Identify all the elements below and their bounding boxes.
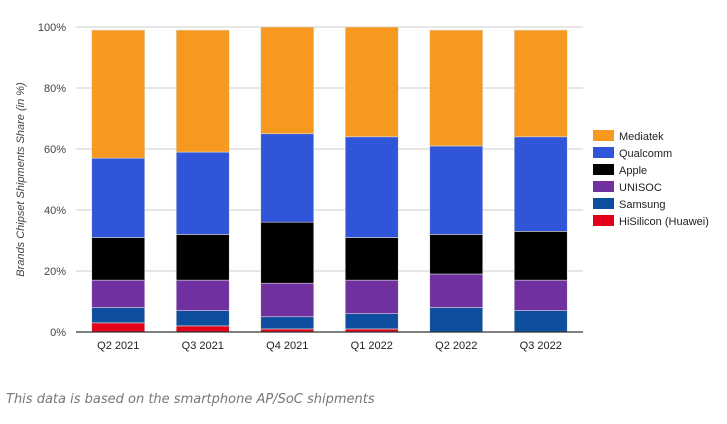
legend-swatch [593,215,614,226]
bar-segment-mediatek [429,29,484,147]
bar-segment-unisoc [175,279,230,311]
legend-label: UNISOC [619,182,662,194]
legend-label: Samsung [619,199,665,211]
bar-segment-qualcomm [175,151,230,235]
y-tick-label: 40% [44,205,66,217]
bar-segment-hisilicon-huawei- [91,322,146,333]
bar-segment-unisoc [344,279,399,314]
bar-segment-qualcomm [260,133,315,223]
x-tick-label: Q4 2021 [266,340,308,352]
bar-segment-samsung [260,316,315,330]
x-tick-label: Q2 2022 [435,340,477,352]
bar-segment-mediatek [260,26,315,135]
bar-segment-unisoc [513,279,568,311]
bar-segment-unisoc [260,282,315,318]
y-axis-label: Brands Chipset Shipments Share (in %) [15,82,27,277]
bar-segment-samsung [344,313,399,330]
bar-segment-qualcomm [91,157,146,238]
y-tick-label: 20% [44,266,66,278]
legend-label: HiSilicon (Huawei) [619,216,709,228]
bar-segment-hisilicon-huawei- [175,325,230,333]
bar-segment-apple [175,234,230,281]
legend-swatch [593,147,614,158]
bar-segment-apple [429,234,484,275]
bar-segment-mediatek [175,29,230,153]
x-tick-label: Q3 2021 [182,340,224,352]
bar-segment-samsung [429,307,484,333]
legend-label: Apple [619,165,647,177]
bar-segment-qualcomm [344,136,399,238]
x-tick-label: Q2 2021 [97,340,139,352]
bar-segment-mediatek [513,29,568,138]
y-tick-label: 0% [50,327,66,339]
bar-segment-qualcomm [429,145,484,235]
y-tick-label: 80% [44,83,66,95]
bar-segment-unisoc [91,279,146,308]
bar-segment-samsung [513,310,568,333]
legend-label: Qualcomm [619,148,672,160]
bar-segment-apple [513,231,568,281]
bar-segment-apple [344,237,399,281]
x-tick-label: Q1 2022 [351,340,393,352]
y-tick-label: 100% [38,22,66,34]
bar-segment-mediatek [91,29,146,159]
chart-caption: This data is based on the smartphone AP/… [6,392,375,407]
legend-swatch [593,181,614,192]
bar-segment-qualcomm [513,136,568,232]
x-tick-label: Q3 2022 [520,340,562,352]
bar-segment-unisoc [429,273,484,308]
legend-swatch [593,198,614,209]
legend-swatch [593,130,614,141]
bar-segment-samsung [91,307,146,324]
bar-segment-apple [260,221,315,284]
bar-segment-samsung [175,310,230,327]
stacked-bar-chart: 0% 20% 40% 60% 80% 100% Brands Chipset Shipmen… [15,22,709,352]
y-tick-label: 60% [44,144,66,156]
legend-swatch [593,164,614,175]
bar-segment-apple [91,237,146,281]
legend-label: Mediatek [619,131,664,143]
bar-segment-mediatek [344,26,399,138]
